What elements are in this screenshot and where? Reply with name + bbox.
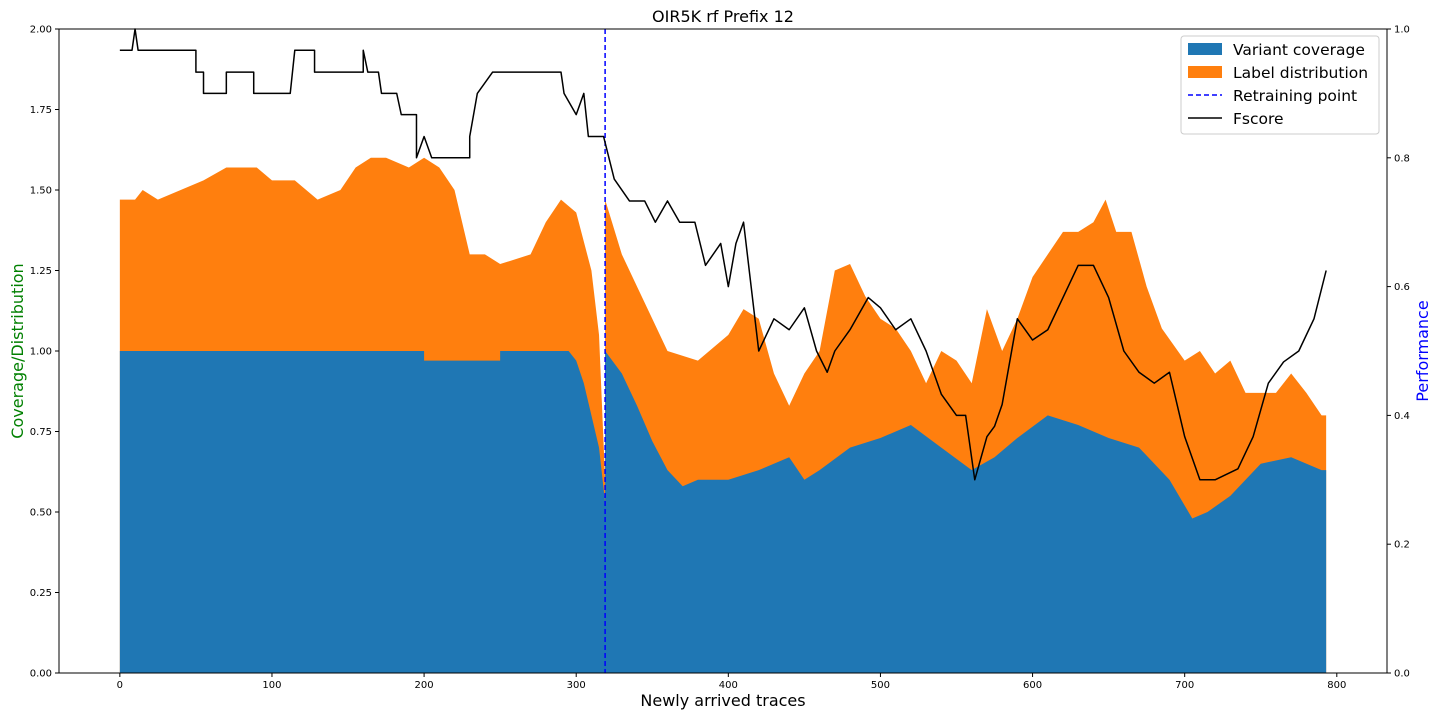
legend-fscore-label: Fscore xyxy=(1233,110,1284,128)
x-tick-label: 800 xyxy=(1327,680,1346,691)
y-axis-left-label: Coverage/Distribution xyxy=(8,263,27,438)
y-left-tick-label: 0.50 xyxy=(30,508,52,519)
y-left-tick-label: 2.00 xyxy=(30,25,52,36)
axes: 0 100 200 300 400 500 600 700 800 0.00 0.25 0.50 0.7… xyxy=(30,25,1410,692)
y-right-tick-label: 0.4 xyxy=(1394,411,1410,422)
x-tick-label: 600 xyxy=(1023,680,1042,691)
plot-area xyxy=(119,28,1327,674)
y-right-tick-label: 1.0 xyxy=(1394,25,1410,36)
x-tick-label: 300 xyxy=(567,680,586,691)
x-tick-label: 0 xyxy=(117,680,123,691)
y-axis-right-label: Performance xyxy=(1413,300,1432,401)
legend-label-swatch xyxy=(1188,66,1222,78)
legend-variant-label: Variant coverage xyxy=(1233,41,1365,59)
x-tick-label: 100 xyxy=(262,680,281,691)
x-axis-label: Newly arrived traces xyxy=(640,691,805,710)
y-left-tick-label: 1.00 xyxy=(30,347,52,358)
legend-variant-swatch xyxy=(1188,43,1222,55)
x-tick-label: 200 xyxy=(415,680,434,691)
legend-box xyxy=(1180,35,1380,135)
y-left-tick-label: 0.75 xyxy=(30,427,52,438)
y-right-tick-label: 0.6 xyxy=(1394,282,1410,293)
legend-label-label: Label distribution xyxy=(1233,64,1368,82)
y-right-tick-label: 0.8 xyxy=(1394,153,1410,164)
x-tick-label: 400 xyxy=(719,680,738,691)
fscore-line xyxy=(119,28,1327,481)
x-tick-label: 500 xyxy=(871,680,890,691)
y-left-tick-label: 0.00 xyxy=(30,669,52,680)
legend: Variant coverage Label distribution Retr… xyxy=(1180,35,1380,135)
y-left-tick-label: 1.75 xyxy=(30,105,52,116)
y-left-tick-label: 1.25 xyxy=(30,266,52,277)
y-left-tick-label: 0.25 xyxy=(30,588,52,599)
y-left-tick-label: 1.50 xyxy=(30,186,52,197)
y-right-tick-label: 0.0 xyxy=(1394,669,1410,680)
variant-coverage-area xyxy=(119,351,1327,673)
x-tick-label: 700 xyxy=(1175,680,1194,691)
y-right-tick-label: 0.2 xyxy=(1394,540,1410,551)
chart-title: OIR5K rf Prefix 12 xyxy=(652,7,794,26)
legend-retrain-label: Retraining point xyxy=(1233,87,1357,105)
